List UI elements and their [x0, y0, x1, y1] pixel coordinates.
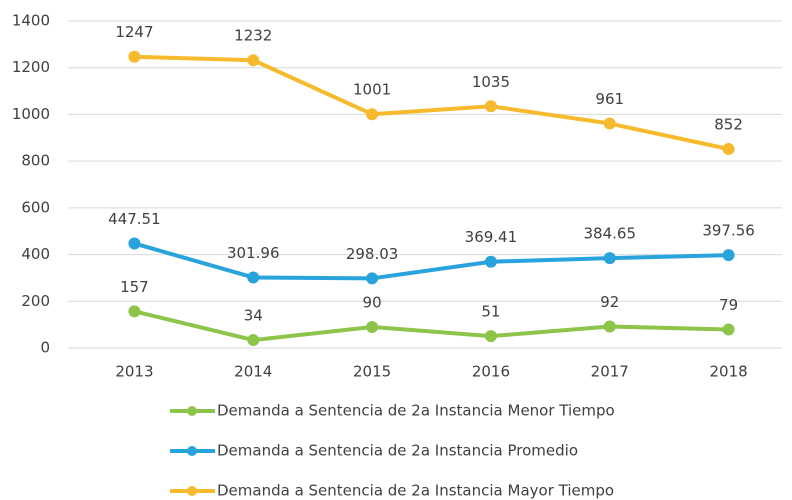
y-tick-label: 1200	[12, 58, 50, 76]
data-label: 301.96	[227, 244, 280, 262]
x-tick-label: 2015	[353, 363, 391, 381]
series-line	[133, 241, 729, 281]
data-label: 90	[363, 293, 382, 311]
data-point	[247, 334, 260, 347]
data-label: 1035	[472, 73, 510, 91]
y-tick-label: 0	[40, 339, 50, 357]
y-tick-label: 400	[21, 245, 50, 263]
data-label: 1001	[353, 81, 391, 99]
data-point	[128, 305, 141, 318]
data-point	[366, 272, 379, 285]
data-point	[247, 54, 260, 67]
data-point	[366, 320, 379, 333]
legend-marker	[187, 486, 197, 496]
y-tick-label: 1000	[12, 105, 50, 123]
y-tick-label: 600	[21, 198, 50, 216]
legend-marker	[187, 446, 197, 456]
data-label: 369.41	[465, 228, 518, 246]
legend-marker	[187, 406, 197, 416]
data-label: 961	[595, 90, 624, 108]
data-point	[722, 323, 735, 336]
data-point	[722, 249, 735, 262]
data-point	[247, 271, 260, 284]
data-label: 51	[481, 303, 500, 321]
data-label: 1232	[234, 27, 272, 45]
x-tick-label: 2016	[472, 363, 510, 381]
data-point	[484, 100, 497, 113]
data-label: 397.56	[702, 222, 755, 240]
data-label: 852	[714, 115, 743, 133]
series-line	[133, 309, 729, 343]
data-point	[128, 50, 141, 63]
data-label: 79	[719, 296, 738, 314]
data-label: 34	[244, 307, 263, 325]
data-point	[366, 108, 379, 121]
data-point	[484, 330, 497, 343]
y-tick-label: 200	[21, 292, 50, 310]
data-point	[484, 255, 497, 268]
data-label: 157	[120, 278, 149, 296]
data-point	[603, 117, 616, 130]
data-label: 298.03	[346, 245, 399, 263]
data-point	[603, 252, 616, 265]
x-tick-label: 2017	[591, 363, 629, 381]
data-label: 92	[600, 293, 619, 311]
x-tick-label: 2014	[234, 363, 272, 381]
data-label: 1247	[115, 23, 153, 41]
data-label: 384.65	[584, 225, 637, 243]
data-label: 447.51	[108, 210, 161, 228]
data-point	[603, 320, 616, 333]
x-tick-label: 2018	[709, 363, 747, 381]
x-tick-label: 2013	[115, 363, 153, 381]
y-tick-label: 800	[21, 152, 50, 170]
series-line	[134, 54, 730, 151]
data-point	[722, 142, 735, 155]
y-tick-label: 1400	[12, 12, 50, 30]
data-point	[128, 237, 141, 250]
legend-label: Demanda a Sentencia de 2a Instancia Meno…	[217, 402, 615, 420]
legend-label: Demanda a Sentencia de 2a Instancia Prom…	[217, 442, 578, 460]
legend-label: Demanda a Sentencia de 2a Instancia Mayo…	[217, 482, 614, 500]
